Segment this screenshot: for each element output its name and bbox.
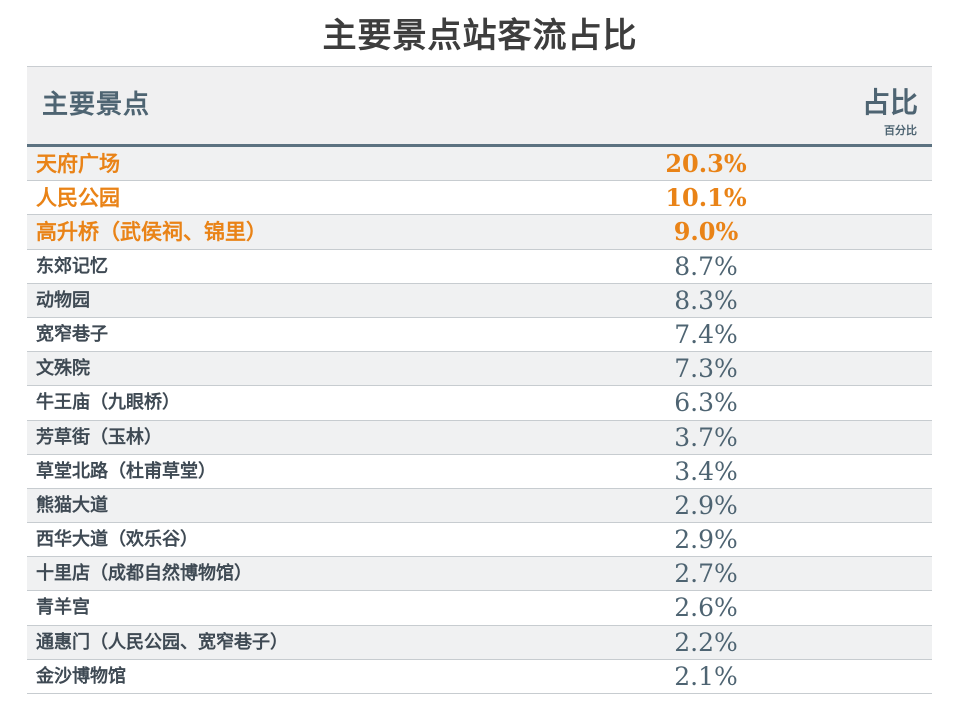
table-header: 主要景点 占比 百分比 <box>27 66 932 147</box>
table-row: 金沙博物馆 2.1% <box>27 660 932 694</box>
share-value: 7.4% <box>674 319 738 349</box>
share-value: 3.4% <box>674 456 738 486</box>
share-value: 8.7% <box>674 251 738 281</box>
chart-title: 主要景点站客流占比 <box>322 16 638 56</box>
attraction-name: 金沙博物馆 <box>36 665 126 687</box>
table-row: 东郊记忆 8.7% <box>27 250 932 284</box>
table-row: 青羊宫 2.6% <box>27 591 932 626</box>
attraction-name: 高升桥（武侯祠、锦里） <box>36 219 267 245</box>
attraction-name: 文殊院 <box>36 358 90 380</box>
share-value: 8.3% <box>674 285 738 315</box>
table-row: 人民公园 10.1% <box>27 181 932 216</box>
column-unit-label: 百分比 <box>884 124 917 137</box>
share-value: 9.0% <box>673 217 739 247</box>
attraction-name: 西华大道（欢乐谷） <box>36 529 198 551</box>
share-value: 2.2% <box>674 627 738 657</box>
table-row: 十里店（成都自然博物馆） 2.7% <box>27 557 932 592</box>
table-row: 熊猫大道 2.9% <box>27 488 932 524</box>
attraction-name: 人民公园 <box>36 185 120 211</box>
attraction-name: 通惠门（人民公园、宽窄巷子） <box>36 631 288 653</box>
attraction-name: 十里店（成都自然博物馆） <box>36 563 252 585</box>
table-row: 高升桥（武侯祠、锦里） 9.0% <box>27 215 932 250</box>
share-value: 2.9% <box>674 490 738 520</box>
share-value: 2.7% <box>674 559 738 589</box>
attraction-name: 青羊宫 <box>36 597 90 619</box>
attraction-name: 草堂北路（杜甫草堂） <box>36 460 216 482</box>
table-row: 动物园 8.3% <box>27 283 932 318</box>
column-header-attraction: 主要景点 <box>42 90 151 120</box>
attraction-name: 牛王庙（九眼桥） <box>36 392 180 414</box>
table-row: 天府广场 20.3% <box>27 147 932 182</box>
share-value: 7.3% <box>674 354 738 384</box>
attraction-name: 动物园 <box>36 289 90 311</box>
table-row: 牛王庙（九眼桥） 6.3% <box>27 386 932 421</box>
share-value: 20.3% <box>665 149 747 178</box>
table-row: 芳草街（玉林） 3.7% <box>27 420 932 455</box>
table-row: 文殊院 7.3% <box>27 352 932 387</box>
attraction-name: 芳草街（玉林） <box>36 426 162 448</box>
attraction-name: 宽窄巷子 <box>36 323 108 345</box>
table-row: 宽窄巷子 7.4% <box>27 318 932 353</box>
table-row: 通惠门（人民公园、宽窄巷子） 2.2% <box>27 625 932 660</box>
share-value: 2.1% <box>674 661 738 691</box>
share-value: 3.7% <box>674 422 738 452</box>
table-row: 西华大道（欢乐谷） 2.9% <box>27 523 932 558</box>
attraction-name: 天府广场 <box>36 151 120 176</box>
attraction-name: 东郊记忆 <box>36 255 108 277</box>
share-value: 6.3% <box>674 388 738 418</box>
table-row: 草堂北路（杜甫草堂） 3.4% <box>27 455 932 489</box>
share-value: 10.1% <box>665 183 747 213</box>
attraction-name: 熊猫大道 <box>36 494 108 516</box>
column-header-share: 占比 <box>861 86 918 119</box>
table-body: 天府广场 20.3% 人民公园 10.1% 高升桥（武侯祠、锦里） 9.0% 东郊记忆 8.7… <box>27 147 932 694</box>
ridership-table: 主要景点 占比 百分比 天府广场 20.3% 人民公园 10.1% 高升桥（武侯祠、锦里… <box>27 66 932 694</box>
share-value: 2.6% <box>674 593 738 623</box>
share-value: 2.9% <box>674 525 738 555</box>
